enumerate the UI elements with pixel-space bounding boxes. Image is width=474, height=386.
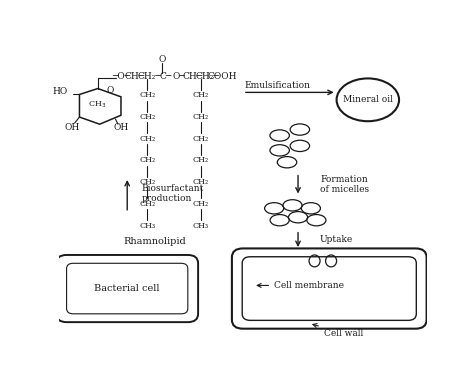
Text: CH₃: CH₃ xyxy=(192,222,209,230)
FancyBboxPatch shape xyxy=(232,249,427,329)
Text: CH₂: CH₂ xyxy=(139,200,155,208)
Text: CH₂: CH₂ xyxy=(192,135,209,143)
Text: O─: O─ xyxy=(172,71,185,81)
Text: CH₂─: CH₂─ xyxy=(137,71,161,81)
Text: COOH: COOH xyxy=(208,71,237,81)
Text: CH─: CH─ xyxy=(125,71,145,81)
FancyBboxPatch shape xyxy=(56,255,198,322)
Text: C─: C─ xyxy=(160,71,172,81)
Text: Formation
of micelles: Formation of micelles xyxy=(320,175,369,194)
Text: CH₂: CH₂ xyxy=(192,156,209,164)
Text: CH─: CH─ xyxy=(182,71,202,81)
Text: Uptake: Uptake xyxy=(320,235,353,244)
Text: O: O xyxy=(106,86,114,95)
FancyBboxPatch shape xyxy=(66,263,188,314)
Text: ─O─: ─O─ xyxy=(112,71,130,81)
Text: Cell membrane: Cell membrane xyxy=(257,281,344,290)
Text: OH: OH xyxy=(113,123,128,132)
Text: Rhamnolipid: Rhamnolipid xyxy=(123,237,186,246)
Text: CH₂: CH₂ xyxy=(192,91,209,99)
Text: CH₂: CH₂ xyxy=(192,178,209,186)
Text: HO: HO xyxy=(52,87,67,96)
Text: CH₂: CH₂ xyxy=(192,113,209,121)
Text: CH₂: CH₂ xyxy=(139,178,155,186)
Text: O: O xyxy=(158,55,166,64)
Text: CH₃: CH₃ xyxy=(139,222,155,230)
FancyBboxPatch shape xyxy=(242,257,416,320)
Text: Emulsification: Emulsification xyxy=(245,81,311,90)
Text: CH$_3$: CH$_3$ xyxy=(88,99,106,110)
Text: CH₂: CH₂ xyxy=(139,113,155,121)
Text: CH₂─: CH₂─ xyxy=(195,71,219,81)
Text: CH₂: CH₂ xyxy=(139,135,155,143)
Text: OH: OH xyxy=(64,123,80,132)
Text: CH₂: CH₂ xyxy=(139,91,155,99)
Text: Biosurfactant
production: Biosurfactant production xyxy=(142,184,204,203)
Text: Bacterial cell: Bacterial cell xyxy=(94,284,160,293)
Text: Mineral oil: Mineral oil xyxy=(343,95,393,104)
Text: CH₂: CH₂ xyxy=(192,200,209,208)
Text: CH₂: CH₂ xyxy=(139,156,155,164)
Text: Cell wall: Cell wall xyxy=(313,323,363,338)
